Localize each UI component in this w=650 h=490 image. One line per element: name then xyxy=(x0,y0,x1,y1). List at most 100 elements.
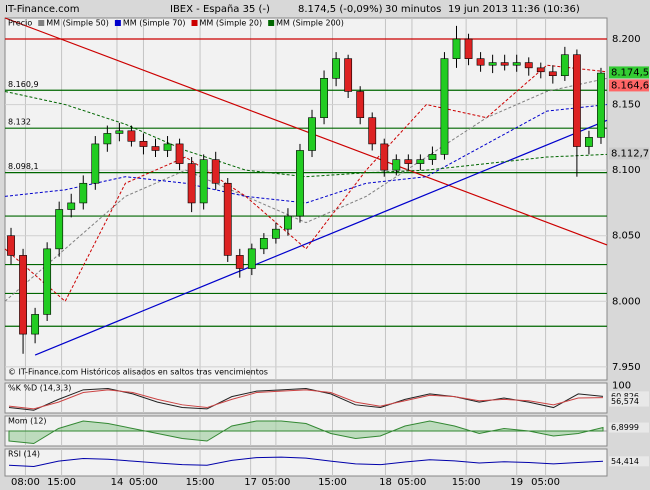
legend-swatch xyxy=(38,20,45,26)
candle-body xyxy=(55,209,64,250)
plot-area xyxy=(4,17,608,381)
price-label: 8.174,5 xyxy=(611,67,649,78)
candle-body xyxy=(296,150,304,217)
level-label: 8.098,1 xyxy=(8,162,39,171)
candle-body xyxy=(404,159,413,164)
legend-swatch xyxy=(191,20,198,26)
legend-label: MM (Simple 70) xyxy=(123,19,186,28)
x-tick-label: 17 xyxy=(244,477,257,488)
x-tick-label: 08:00 xyxy=(11,477,40,488)
x-tick-label: 18 xyxy=(379,477,392,488)
legend-swatch xyxy=(114,20,121,26)
candle-body xyxy=(536,67,545,73)
y-tick-label: 100 xyxy=(612,381,631,392)
value-box xyxy=(609,391,649,402)
x-tick-label: 14 xyxy=(111,477,124,488)
indicator-line xyxy=(8,456,604,468)
legend-label: MM (Simple 20) xyxy=(200,19,263,28)
candle-body xyxy=(259,238,268,250)
y-tick-label: 8.100 xyxy=(612,165,641,176)
candle-body xyxy=(585,137,593,147)
candle-body xyxy=(235,255,244,269)
candle-body xyxy=(476,58,485,66)
candle-body xyxy=(127,130,136,142)
candle-body xyxy=(163,143,172,151)
candle-body xyxy=(271,228,280,239)
candle-body xyxy=(79,182,88,204)
y-tick-label: 8.050 xyxy=(612,231,641,242)
x-tick-label: 05:00 xyxy=(531,477,560,488)
x-tick-label: 19 xyxy=(510,477,523,488)
candle-body xyxy=(560,54,569,77)
candle-body xyxy=(548,71,557,77)
candle-body xyxy=(380,143,389,171)
candle-body xyxy=(31,314,40,335)
indicator-line xyxy=(8,387,604,411)
moving-average xyxy=(4,104,608,204)
candle-body xyxy=(500,62,509,66)
indicator-title: %K %D (14,3,3) xyxy=(8,384,71,393)
y-tick-label: 8.150 xyxy=(612,100,641,111)
candle-body xyxy=(7,235,15,256)
candle-body xyxy=(452,38,461,59)
value-box xyxy=(609,422,649,433)
value-box xyxy=(609,456,649,467)
candle-body xyxy=(187,163,196,204)
price-label-box xyxy=(609,147,649,160)
candle-body xyxy=(440,58,449,155)
x-tick-label: 15:00 xyxy=(47,477,76,488)
price-label-box xyxy=(609,66,649,79)
candle-body xyxy=(524,62,533,69)
candle-body xyxy=(344,58,353,92)
plot-area xyxy=(4,448,608,477)
moving-average xyxy=(4,77,608,302)
candle-body xyxy=(175,143,184,164)
interval: 30 minutos xyxy=(385,4,441,15)
current-value: 6,8999 xyxy=(611,423,639,432)
candle-body xyxy=(428,154,437,160)
value-box xyxy=(609,396,649,407)
candle-body xyxy=(19,255,27,335)
candle-body xyxy=(488,62,497,66)
candle-body xyxy=(512,62,521,66)
candle-body xyxy=(115,130,124,134)
moving-average xyxy=(4,90,608,178)
trend-line xyxy=(34,119,608,356)
candle-body xyxy=(151,146,160,151)
y-tick-label: 8.200 xyxy=(612,34,641,45)
level-label: 8.160,9 xyxy=(8,80,39,89)
x-tick-label: 15:00 xyxy=(186,477,215,488)
candle-body xyxy=(284,215,292,230)
candle-body xyxy=(308,117,316,151)
candle-body xyxy=(597,72,605,138)
current-value: 60,826 xyxy=(611,392,639,401)
candle-body xyxy=(223,182,232,256)
x-tick-label: 05:00 xyxy=(398,477,427,488)
x-tick-label: 15:00 xyxy=(318,477,347,488)
quote: 8.174,5 (-0,09%) xyxy=(298,4,383,15)
candle-body xyxy=(139,140,148,147)
candle-body xyxy=(247,248,256,269)
indicator-title: RSI (14) xyxy=(8,450,40,459)
price-label: 8.164,6 xyxy=(611,80,649,91)
y-tick-label: 7.950 xyxy=(612,362,641,373)
instrument: IBEX - España 35 (-) xyxy=(170,4,270,15)
candle-body xyxy=(464,38,473,59)
candle-body xyxy=(199,159,208,204)
price-label: 8.112,7 xyxy=(611,148,649,159)
candle-body xyxy=(67,202,76,210)
x-tick-label: 05:00 xyxy=(129,477,158,488)
moving-average xyxy=(4,64,608,303)
candle-body xyxy=(211,159,220,184)
legend-label: MM (Simple 200) xyxy=(276,19,344,28)
price-label-box xyxy=(609,79,649,92)
candle-body xyxy=(320,78,328,118)
candle-body xyxy=(572,54,581,147)
candle-body xyxy=(91,143,100,184)
candle-body xyxy=(43,248,52,315)
source: IT-Finance.com xyxy=(5,4,80,15)
legend-label: MM (Simple 50) xyxy=(46,19,109,28)
candle-body xyxy=(103,133,112,145)
